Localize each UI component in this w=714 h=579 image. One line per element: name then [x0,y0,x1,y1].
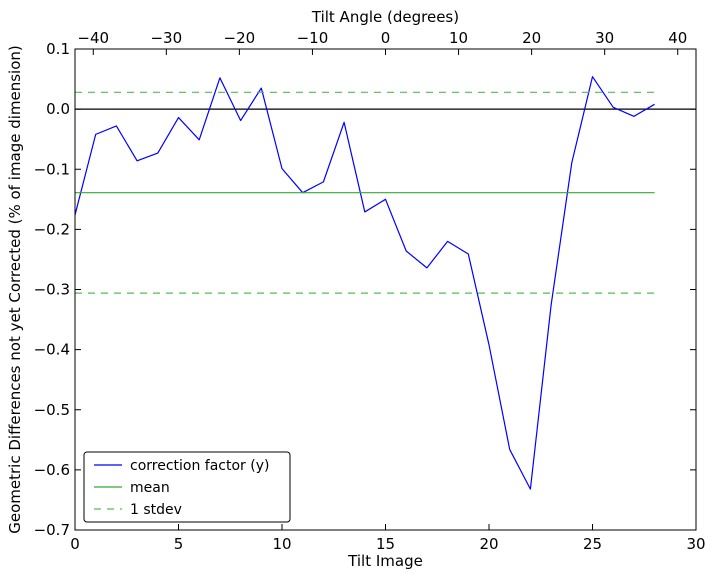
x-axis-title: Tilt Image [347,552,423,570]
y-tick-label: −0.1 [34,160,70,178]
x-tick-label: 5 [174,535,184,553]
top-x-tick-label: 40 [668,29,687,47]
x-tick-label: 0 [70,535,80,553]
legend: correction factor (y) mean 1 stdev [83,451,291,523]
y-tick-label: −0.5 [34,401,70,419]
y-tick-label: −0.2 [34,220,70,238]
y-tick-label: −0.4 [34,341,70,359]
x-tick-label: 10 [272,535,291,553]
top-x-tick-label: −20 [224,29,256,47]
x-tick-label: 25 [583,535,602,553]
series-line-correction-factor-y [74,76,655,490]
legend-box [83,451,291,523]
legend-label-correction-factor: correction factor (y) [130,458,269,474]
top-x-tick-label: 30 [595,29,614,47]
legend-label-stdev: 1 stdev [130,502,182,518]
top-x-tick-label: 20 [522,29,541,47]
top-x-tick-label: −10 [297,29,329,47]
top-x-tick-label: 10 [449,29,468,47]
top-x-tick-label: −40 [77,29,109,47]
y-tick-label: −0.7 [34,521,70,539]
top-x-tick-label: 0 [381,29,391,47]
y-tick-label: 0.0 [46,100,70,118]
top-x-tick-label: −30 [150,29,182,47]
x-tick-label: 20 [479,535,498,553]
y-tick-label: 0.1 [46,40,70,58]
top-x-axis-title: Tilt Angle (degrees) [311,8,459,26]
plot-frame [74,48,697,531]
plot-area [74,76,696,490]
y-tick-label: −0.3 [34,281,70,299]
x-tick-label: 30 [686,535,705,553]
legend-label-mean: mean [130,480,170,496]
y-axis-title: Geometric Differences not yet Corrected … [6,45,24,534]
tick-labels: 0 5 10 15 20 25 30 −40 −30 −20 −10 0 10 20 30 40 0.1 0.0 −… [34,29,706,553]
y-tick-label: −0.6 [34,461,70,479]
x-tick-label: 15 [376,535,395,553]
